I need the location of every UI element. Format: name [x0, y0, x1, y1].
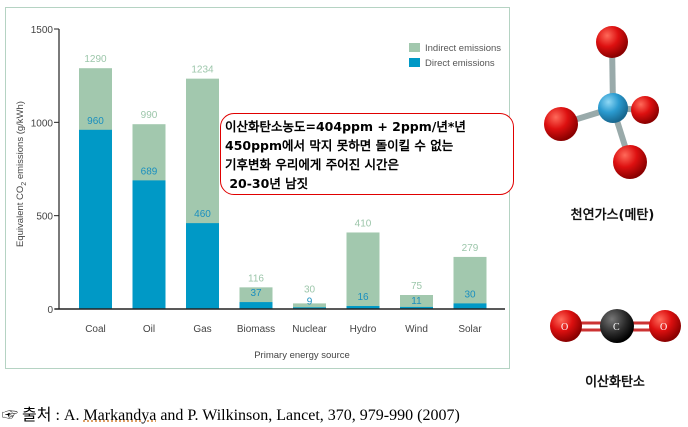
co2-label: 이산화탄소 — [585, 375, 645, 390]
direct-bar — [346, 306, 380, 309]
indirect-bar — [346, 232, 380, 309]
y-tick-label: 1500 — [31, 25, 54, 36]
direct-bar — [79, 129, 112, 309]
source-rest: and P. Wilkinson, Lancet, 370, 979-990 (… — [156, 407, 460, 424]
co2-annotation-box: 이산화탄소농도=404ppm + 2ppm/년*년 450ppm에서 막지 못하면… — [220, 113, 514, 195]
emissions-bar-chart: 1290 960 Coal 990 689 Oil 1234 460 Gas 116 37 Bioma… — [15, 25, 505, 361]
direct-value-label: 460 — [194, 209, 211, 220]
oxygen-atom-label: O — [561, 322, 568, 333]
carbon-atom-label: C — [613, 322, 620, 333]
legend-label: Direct emissions — [425, 58, 495, 69]
x-tick-label: Gas — [193, 324, 211, 335]
legend-swatch — [409, 58, 420, 67]
total-value-label: 75 — [411, 281, 423, 292]
total-value-label: 30 — [304, 284, 316, 295]
direct-bar — [453, 303, 487, 309]
chart-frame: 1290 960 Coal 990 689 Oil 1234 460 Gas 116 37 Bioma… — [5, 7, 510, 369]
direct-bar — [132, 180, 166, 309]
y-tick-label: 500 — [36, 212, 53, 223]
x-axis-title: Primary energy source — [254, 350, 350, 361]
total-value-label: 116 — [248, 273, 264, 284]
direct-value-label: 960 — [87, 116, 104, 127]
y-tick-label: 1000 — [31, 118, 54, 129]
direct-bar — [186, 223, 219, 309]
total-value-label: 1234 — [191, 65, 214, 76]
indirect-bar — [453, 256, 487, 309]
x-tick-label: Hydro — [350, 324, 377, 335]
x-tick-label: Nuclear — [292, 324, 327, 335]
direct-value-label: 37 — [250, 288, 262, 299]
direct-bar — [400, 306, 433, 309]
total-value-label: 1290 — [84, 54, 107, 65]
total-value-label: 279 — [462, 243, 479, 254]
indirect-bar — [400, 295, 433, 309]
x-tick-label: Solar — [458, 324, 482, 335]
source-author: Markandya — [83, 407, 157, 424]
x-tick-label: Wind — [405, 324, 428, 335]
direct-value-label: 9 — [307, 296, 313, 307]
methane-molecule-image — [544, 26, 659, 179]
oxygen-atom-label: O — [660, 322, 667, 333]
total-value-label: 410 — [355, 218, 372, 229]
direct-value-label: 16 — [357, 292, 369, 303]
direct-value-label: 689 — [141, 166, 158, 177]
source-prefix: ☞ 출처 : A. — [2, 407, 84, 424]
methane-label: 천연가스(메탄) — [570, 208, 655, 223]
y-tick-label: 0 — [47, 305, 53, 316]
total-value-label: 990 — [141, 110, 158, 121]
y-axis-title: Equivalent CO2 emissions (g/kWh) — [15, 101, 28, 247]
direct-value-label: 30 — [464, 289, 476, 300]
note-line: 이산화탄소농도=404ppm + 2ppm/년*년 — [225, 119, 466, 134]
source-citation: ☞ 출처 : A. Markandya and P. Wilkinson, La… — [2, 401, 460, 425]
note-line: 20-30년 남짓 — [225, 176, 309, 191]
co2-molecule-image: O C O — [550, 309, 681, 343]
note-line: 기후변화 우리에게 주어진 시간은 — [225, 157, 400, 172]
x-tick-label: Coal — [85, 324, 106, 335]
direct-bar — [293, 307, 326, 309]
indirect-bar — [293, 303, 326, 309]
x-tick-label: Oil — [143, 324, 155, 335]
legend-label: Indirect emissions — [425, 43, 501, 54]
direct-bar — [239, 302, 273, 309]
note-line: 450ppm에서 막지 못하면 돌이킬 수 없는 — [225, 138, 454, 153]
legend-swatch — [409, 43, 420, 52]
x-tick-label: Biomass — [237, 324, 275, 335]
direct-value-label: 11 — [411, 296, 422, 307]
